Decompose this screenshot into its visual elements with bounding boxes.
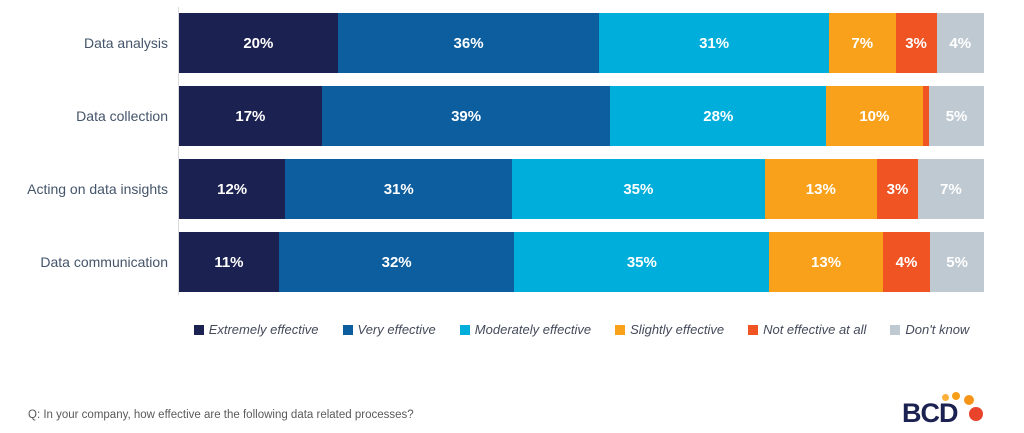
bar-segment: 4% (882, 232, 931, 292)
stacked-bar: 17% 39% 28% 10% 5% (179, 86, 984, 146)
legend-item: Moderately effective (459, 322, 592, 337)
bar-segment: 7% (828, 13, 896, 73)
bar-segment: 11% (179, 232, 279, 292)
stacked-bar: 11% 32% 35% 13% 4% 5% (179, 232, 984, 292)
bar-segment: 3% (895, 13, 937, 73)
bar-row: Data collection 17% 39% 28% 10% 5% (28, 86, 984, 146)
bar-segment: 36% (337, 13, 600, 73)
bar-row: Data analysis 20% 36% 31% 7% 3% 4% (28, 13, 984, 73)
legend-item: Extremely effective (193, 322, 319, 337)
legend-item: Not effective at all (748, 322, 866, 337)
legend-label: Very effective (357, 322, 436, 337)
bar-segment: 20% (179, 13, 338, 73)
bar-segment: 13% (769, 232, 883, 292)
legend-swatch-icon (193, 324, 204, 335)
bar-segment: 5% (929, 86, 984, 146)
legend-swatch-icon (459, 324, 470, 335)
category-label: Acting on data insights (27, 181, 168, 197)
stacked-bar-chart: Data analysis 20% 36% 31% 7% 3% 4% Data collect… (27, 7, 984, 295)
legend-label: Extremely effective (208, 322, 319, 337)
bar-segment: 4% (936, 13, 984, 73)
stacked-bar: 20% 36% 31% 7% 3% 4% (179, 13, 984, 73)
bar-segment: 39% (321, 86, 611, 146)
bcd-logo: BCD (902, 389, 984, 431)
logo-dot-icon (942, 394, 949, 401)
bar-segment: 17% (179, 86, 322, 146)
category-label: Data collection (76, 108, 168, 124)
category-label: Data communication (40, 254, 168, 270)
bar-segment: 32% (278, 232, 515, 292)
logo-dot-icon (964, 395, 974, 405)
bar-segment: 12% (179, 159, 286, 219)
category-label: Data analysis (83, 35, 168, 51)
bcd-logo-text: BCD (902, 398, 958, 428)
logo-dot-icon (969, 407, 983, 421)
legend-label: Slightly effective (630, 322, 725, 337)
legend-swatch-icon (890, 324, 901, 335)
bar-segment: 35% (514, 232, 770, 292)
legend-item: Very effective (342, 322, 436, 337)
bar-segment: 31% (599, 13, 829, 73)
bar-segment (922, 86, 930, 146)
bar-segment: 35% (512, 159, 765, 219)
bar-segment: 28% (610, 86, 827, 146)
bar-row: Data communication 11% 32% 35% 13% 4% 5% (28, 232, 984, 292)
bar-segment: 5% (930, 232, 984, 292)
logo-dot-icon (952, 392, 960, 400)
bar-segment: 31% (285, 159, 513, 219)
chart-legend: Extremely effective Very effective Moderat… (179, 322, 984, 337)
legend-label: Don't know (905, 322, 970, 337)
bar-segment: 7% (917, 159, 984, 219)
legend-item: Don't know (890, 322, 969, 337)
legend-item: Slightly effective (615, 322, 724, 337)
survey-question: Q: In your company, how effective are th… (28, 409, 414, 421)
bar-segment: 13% (764, 159, 878, 219)
bar-segment: 10% (826, 86, 923, 146)
legend-swatch-icon (342, 324, 353, 335)
legend-swatch-icon (615, 324, 626, 335)
y-axis-line (178, 7, 179, 295)
legend-label: Moderately effective (474, 322, 592, 337)
bar-segment: 3% (877, 159, 918, 219)
legend-swatch-icon (748, 324, 759, 335)
stacked-bar: 12% 31% 35% 13% 3% 7% (179, 159, 984, 219)
legend-label: Not effective at all (763, 322, 867, 337)
footer: Q: In your company, how effective are th… (28, 389, 984, 431)
bar-row: Acting on data insights 12% 31% 35% 13% 3% 7% (27, 159, 984, 219)
